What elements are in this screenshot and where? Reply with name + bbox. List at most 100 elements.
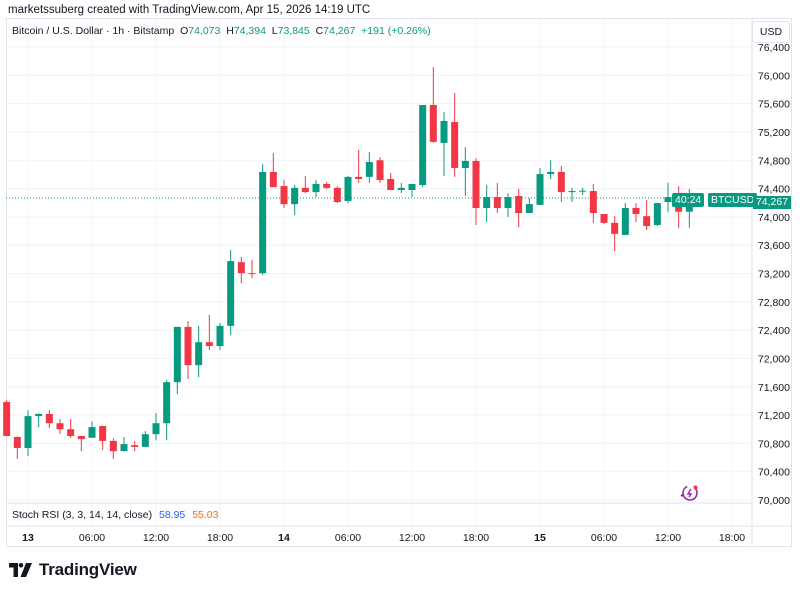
candle-body: [365, 162, 373, 177]
candle-body: [323, 183, 331, 188]
price-tick-label: 76,000: [758, 70, 790, 82]
price-tick-label: 72,000: [758, 353, 790, 365]
candle: [248, 260, 256, 279]
time-tick-label: 14: [278, 532, 290, 544]
candle: [24, 410, 32, 457]
tradingview-logo[interactable]: TradingView: [9, 560, 137, 580]
candle-body: [195, 342, 203, 366]
price-axis: 76,400 76,000 75,600 75,200 74,800 74,400 74,0…: [758, 42, 790, 507]
candle-body: [13, 437, 21, 448]
candle: [88, 421, 96, 438]
candle: [440, 112, 448, 177]
candle-body: [515, 195, 523, 213]
candle-body: [35, 414, 43, 417]
candle-body: [568, 191, 576, 193]
candle: [67, 418, 75, 439]
candle: [141, 430, 149, 448]
last-price-tag: 74,267: [753, 196, 791, 209]
price-tick-label: 70,800: [758, 438, 790, 450]
symbol-description[interactable]: Bitcoin / U.S. Dollar · 1h · Bitstamp: [12, 25, 175, 37]
candle-body: [536, 174, 544, 205]
candle: [205, 314, 213, 350]
candle: [333, 186, 341, 204]
high-label: H: [226, 25, 234, 37]
candle-body: [461, 160, 469, 169]
stoch-rsi-legend[interactable]: Stoch RSI (3, 3, 14, 14, close) 58.95 55…: [12, 509, 218, 521]
low-label: L: [271, 25, 278, 37]
candle-body: [67, 429, 75, 436]
time-tick-label: 13: [22, 532, 34, 544]
time-tick-label: 15: [534, 532, 546, 544]
candle: [216, 323, 224, 350]
candle: [344, 176, 352, 204]
candle-body: [56, 423, 64, 430]
candle: [525, 198, 533, 213]
candle-body: [3, 401, 11, 436]
candle: [600, 214, 608, 224]
candle-body: [269, 171, 277, 188]
candle: [387, 172, 395, 190]
indicator-name: Stoch RSI (3, 3, 14, 14, close): [12, 509, 153, 521]
candle-body: [77, 435, 85, 440]
logo-text: TradingView: [39, 560, 137, 579]
price-tick-label: 74,000: [758, 212, 790, 224]
candle-body: [237, 262, 245, 274]
candle-body: [579, 190, 587, 192]
candle-body: [600, 214, 608, 223]
candle-body: [525, 204, 533, 213]
candle-body: [109, 440, 117, 452]
candle: [184, 320, 192, 379]
price-tick-label: 72,400: [758, 325, 790, 337]
candle-body: [653, 203, 661, 226]
candle: [13, 436, 21, 459]
candle-body: [408, 183, 416, 190]
candle: [301, 176, 309, 194]
candle-body: [248, 273, 256, 275]
candle-body: [227, 261, 235, 326]
candle: [291, 185, 299, 216]
candle: [280, 180, 288, 209]
currency-button[interactable]: USD: [752, 21, 790, 43]
candle: [312, 180, 320, 198]
price-tick-label: 75,200: [758, 127, 790, 139]
candle: [472, 158, 480, 226]
candle: [237, 256, 245, 284]
time-tick-label: 06:00: [335, 532, 361, 544]
candle: [35, 413, 43, 428]
chart-frame: [6, 18, 792, 547]
candle-body: [216, 325, 224, 347]
candle-body: [355, 176, 363, 180]
candle-body: [344, 176, 352, 201]
candle-body: [664, 197, 672, 203]
open-value: 74,073: [188, 25, 221, 37]
candle: [77, 435, 85, 452]
candle: [45, 410, 53, 429]
price-tick-label: 74,800: [758, 155, 790, 167]
change-value: +191 (+0.26%): [361, 25, 431, 37]
candle-body: [205, 342, 213, 347]
candle-body: [88, 427, 96, 438]
candle: [323, 182, 331, 189]
ohlc-legend: Bitcoin / U.S. Dollar · 1h · Bitstamp O7…: [12, 25, 431, 37]
candle: [483, 185, 491, 223]
price-tick-label: 73,600: [758, 240, 790, 252]
candle: [109, 438, 117, 459]
candle-body: [387, 179, 395, 190]
time-tick-label: 12:00: [655, 532, 681, 544]
time-tick-label: 18:00: [463, 532, 489, 544]
candle: [376, 157, 384, 183]
candle-body: [493, 197, 501, 209]
close-value: 74,267: [323, 25, 356, 37]
high-value: 74,394: [233, 25, 266, 37]
sparkle-icon[interactable]: [680, 485, 698, 501]
candle: [515, 188, 523, 228]
candle-body: [451, 122, 459, 169]
time-axis: 13 06:00 12:00 18:00 14 06:00 12:00 18:00 15 06:0…: [22, 532, 745, 544]
candle: [664, 182, 672, 212]
candle-body: [472, 160, 480, 209]
time-tick-label: 06:00: [79, 532, 105, 544]
price-tick-label: 75,600: [758, 99, 790, 111]
candle-body: [376, 160, 384, 181]
candle: [120, 437, 128, 452]
